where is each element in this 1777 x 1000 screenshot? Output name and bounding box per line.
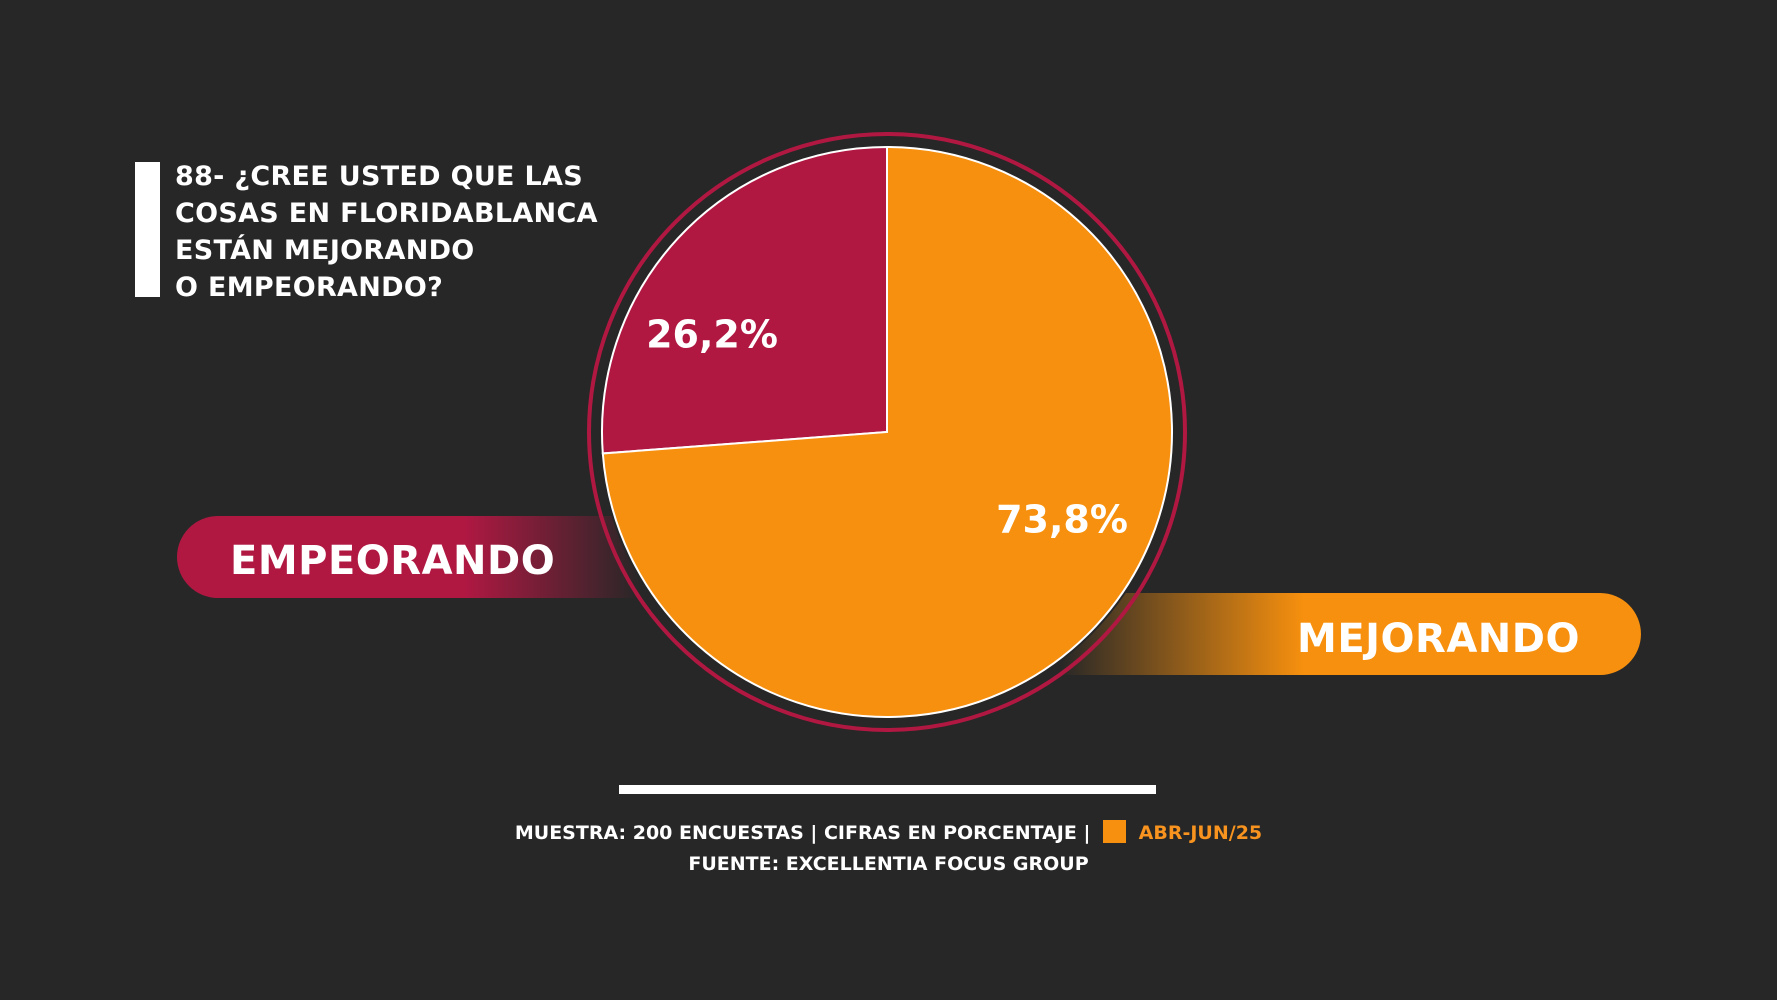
pie-slices: [601, 145, 1173, 718]
title-accent-bar: [135, 162, 160, 297]
footer: MUESTRA: 200 ENCUESTAS | CIFRAS EN PORCE…: [0, 818, 1777, 880]
slice-label-empeorando: 26,2%: [646, 313, 778, 357]
period-swatch: [1103, 820, 1127, 843]
legend-mejorando: MEJORANDO: [1060, 593, 1641, 675]
title-line-4: O EMPEORANDO?: [175, 272, 444, 303]
sample-note: MUESTRA: 200 ENCUESTAS | CIFRAS EN PORCE…: [514, 822, 1091, 844]
legend-mejorando-label: MEJORANDO: [1297, 616, 1580, 662]
footer-line-1: MUESTRA: 200 ENCUESTAS | CIFRAS EN PORCE…: [0, 818, 1777, 849]
legend-empeorando: EMPEORANDO: [177, 516, 640, 598]
pie-slice-empeorando: [601, 145, 888, 455]
chart-title: 88- ¿CREE USTED QUE LAS COSAS EN FLORIDA…: [175, 158, 615, 306]
pie-slice-labels: 26,2% 73,8%: [646, 313, 1128, 542]
pie-slice-mejorando: [601, 145, 1173, 718]
title-line-2: COSAS EN FLORIDABLANCA: [175, 198, 598, 229]
period-label: ABR-JUN/25: [1138, 822, 1263, 844]
legend-empeorando-pill: [177, 516, 640, 598]
legend-empeorando-label: EMPEORANDO: [230, 538, 555, 584]
slice-label-mejorando: 73,8%: [996, 498, 1128, 542]
footer-divider: [619, 785, 1156, 794]
title-line-3: ESTÁN MEJORANDO: [175, 235, 475, 266]
title-line-1: 88- ¿CREE USTED QUE LAS: [175, 161, 583, 192]
pie-outer-ring: [587, 132, 1187, 732]
footer-line-2: FUENTE: EXCELLENTIA FOCUS GROUP: [688, 853, 1089, 875]
legend-mejorando-pill: [1060, 593, 1641, 675]
